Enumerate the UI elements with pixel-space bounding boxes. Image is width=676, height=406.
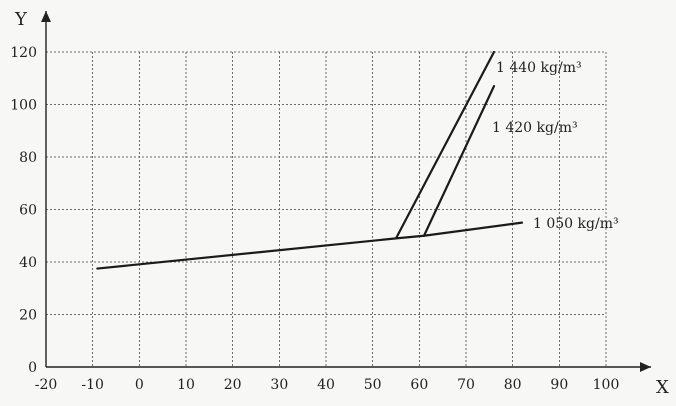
y-axis-title: Y <box>14 9 28 30</box>
x-tick-label-2: 0 <box>135 377 144 393</box>
x-tick-label-8: 60 <box>410 377 428 393</box>
x-tick-label-10: 80 <box>504 377 522 393</box>
series-label-2: 1 420 kg/m³ <box>492 120 578 136</box>
series-label-0: 1 050 kg/m³ <box>533 216 619 232</box>
y-tick-label-6: 120 <box>10 45 37 61</box>
x-tick-label-3: 10 <box>177 377 195 393</box>
x-tick-label-0: -20 <box>35 377 58 393</box>
y-axis-arrow-icon <box>41 11 51 22</box>
y-tick-label-0: 0 <box>28 360 37 376</box>
x-tick-label-11: 90 <box>550 377 568 393</box>
labels-layer: -20 -10 0 10 20 30 40 50 60 70 80 90 100 0 20 40 60 80 100… <box>10 9 669 398</box>
x-tick-label-12: 100 <box>593 377 620 393</box>
y-tick-label-2: 40 <box>19 255 37 271</box>
x-tick-label-5: 30 <box>270 377 288 393</box>
series-label-1: 1 440 kg/m³ <box>496 60 582 76</box>
x-tick-label-1: -10 <box>81 377 104 393</box>
x-tick-label-9: 70 <box>457 377 475 393</box>
x-tick-label-4: 20 <box>224 377 242 393</box>
y-tick-label-4: 80 <box>19 150 37 166</box>
y-tick-label-5: 100 <box>10 98 37 114</box>
x-axis-title: X <box>656 377 669 398</box>
x-axis-arrow-icon <box>640 362 651 372</box>
series-layer <box>96 50 524 270</box>
y-tick-label-3: 60 <box>19 203 37 219</box>
series-line-1 <box>394 50 496 240</box>
series-line-0 <box>96 221 524 270</box>
x-tick-label-7: 50 <box>364 377 382 393</box>
series-line-2 <box>422 85 496 237</box>
grid <box>46 51 607 367</box>
y-tick-label-1: 20 <box>19 308 37 324</box>
axes <box>41 11 651 372</box>
x-tick-label-6: 40 <box>317 377 335 393</box>
